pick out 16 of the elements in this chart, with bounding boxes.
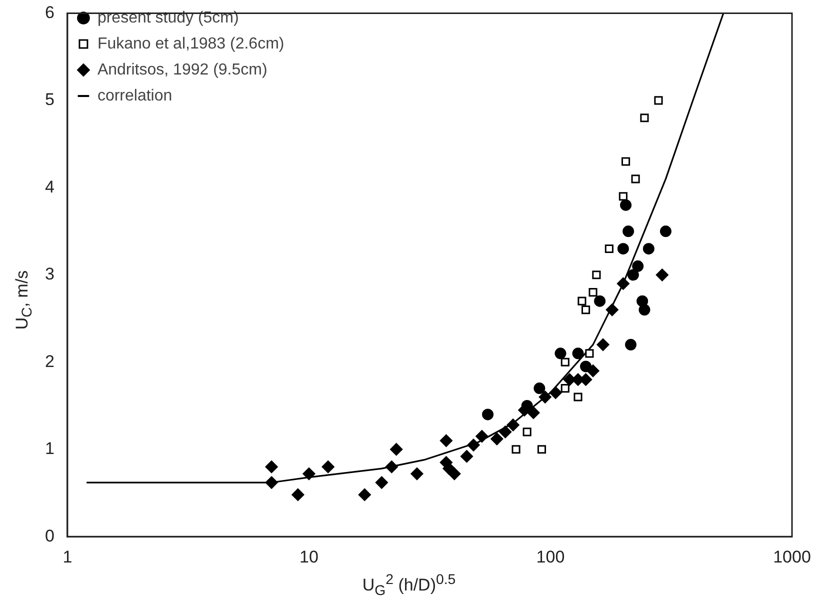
x-axis-title: U$_{G}$$^{2}$ (h/D)$^{0.5}$: [361, 572, 457, 600]
legend-label: Andritsos, 1992 (9.5cm): [97, 61, 268, 78]
y-tick-label: 6: [44, 2, 54, 22]
legend-label: present study (5cm): [97, 9, 239, 26]
x-tick-label: 1000: [773, 547, 811, 566]
legend-label: correlation: [97, 87, 172, 104]
y-tick-label: 1: [44, 439, 54, 458]
legend-label: Fukano et al,1983 (2.6cm): [97, 35, 284, 52]
x-tick-label: 10: [300, 547, 318, 566]
y-tick-label: 3: [44, 264, 54, 284]
y-tick-label: 4: [44, 177, 54, 196]
y-tick-label: 2: [44, 352, 54, 371]
y-tick-label: 0: [44, 526, 54, 546]
x-tick-label: 100: [536, 547, 565, 566]
x-tick-label: 1: [62, 547, 72, 566]
y-tick-label: 5: [44, 90, 54, 110]
